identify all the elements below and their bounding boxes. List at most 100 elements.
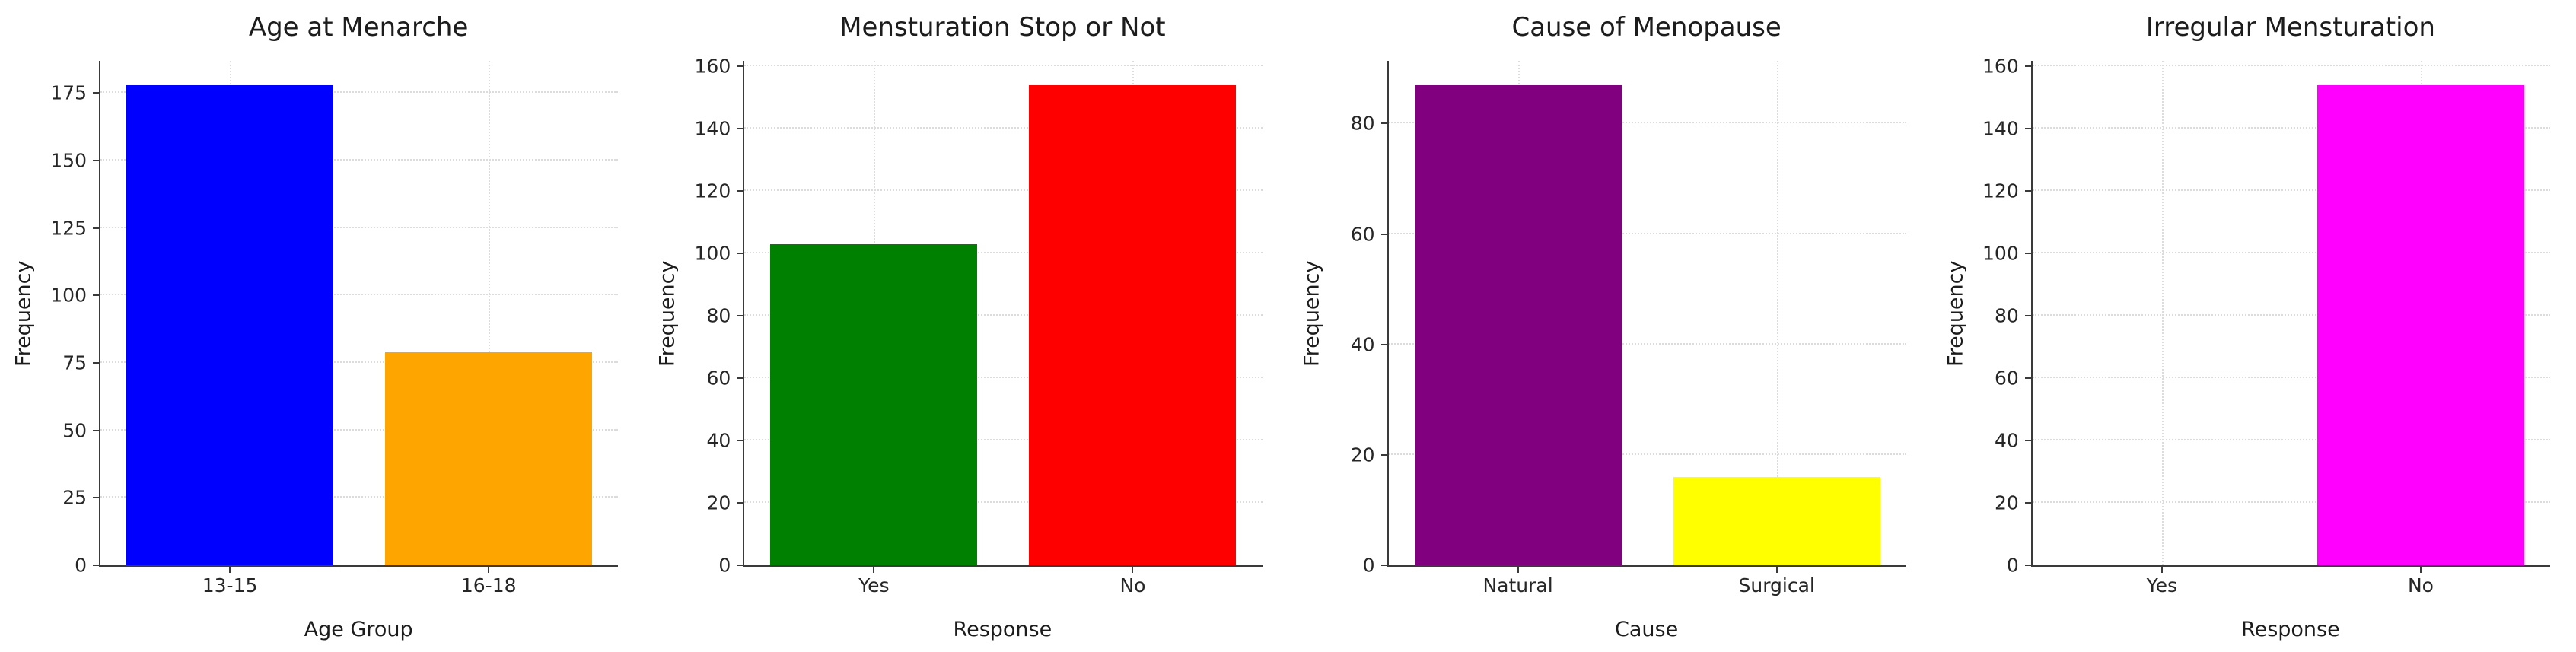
x-tick-mark (2160, 565, 2163, 573)
y-tick-mark (1380, 122, 1389, 125)
y-tick-label: 80 (1994, 304, 2019, 327)
y-tick-mark (93, 227, 100, 229)
bar-no (1029, 84, 1237, 565)
y-tick-label: 80 (1350, 112, 1375, 135)
y-tick-label: 175 (50, 81, 87, 104)
x-tick-label: 16-18 (460, 574, 517, 596)
plot-area: 0 25 50 75 100 125 150 175 13-15 16-18 (50, 61, 619, 595)
horizontal-gridline (744, 377, 1263, 378)
y-tick-mark (93, 294, 100, 297)
x-axis-label: Cause (1615, 618, 1679, 641)
y-tick-label: 60 (706, 367, 731, 390)
x-tick-label: Yes (2146, 574, 2177, 596)
horizontal-gridline (1388, 342, 1906, 345)
horizontal-gridline (744, 501, 1263, 503)
y-tick-mark (737, 502, 745, 504)
horizontal-gridline (744, 64, 1263, 66)
x-axis-label: Response (2241, 618, 2340, 641)
y-tick-mark (737, 65, 745, 67)
y-tick-mark (2024, 189, 2033, 192)
vertical-gridline (1776, 61, 1778, 565)
horizontal-gridline (2032, 377, 2550, 378)
y-tick-label: 0 (718, 554, 731, 577)
horizontal-gridline (744, 189, 1263, 191)
y-tick-mark (1380, 343, 1389, 345)
x-tick-mark (1132, 565, 1134, 573)
y-tick-mark (1380, 565, 1389, 566)
plot-area: 0 20 40 60 80 Natural Surgical (1351, 61, 1906, 595)
horizontal-gridline (2032, 189, 2550, 191)
y-tick-label: 160 (1982, 55, 2019, 78)
y-tick-mark (737, 440, 745, 441)
horizontal-gridline (1388, 122, 1906, 124)
x-tick-mark (2419, 565, 2422, 573)
y-tick-mark (737, 377, 745, 379)
horizontal-gridline (2032, 501, 2550, 503)
horizontal-gridline (1388, 232, 1906, 234)
y-tick-label: 100 (1982, 242, 2019, 265)
bar-yes (770, 243, 978, 565)
y-tick-label: 20 (1994, 491, 2019, 514)
chart-title: Age at Menarche (248, 12, 469, 43)
y-tick-label: 40 (1994, 429, 2019, 452)
bar-no (2316, 84, 2524, 565)
y-axis-label: Frequency (655, 260, 680, 367)
x-tick-label: Surgical (1738, 574, 1815, 596)
horizontal-gridline (100, 91, 619, 94)
y-tick-label: 25 (62, 486, 87, 509)
x-tick-mark (1517, 565, 1519, 573)
y-axis-label: Frequency (1944, 260, 1968, 367)
y-axis-label: Frequency (11, 260, 36, 367)
y-tick-label: 40 (1350, 333, 1375, 356)
y-tick-mark (2024, 252, 2033, 254)
y-tick-label: 20 (1350, 444, 1375, 466)
horizontal-gridline (100, 361, 619, 363)
chart-title: Irregular Mensturation (2145, 12, 2435, 43)
y-tick-label: 125 (50, 217, 87, 240)
x-tick-label: Yes (858, 574, 890, 596)
y-tick-mark (737, 189, 745, 192)
chart-title: Mensturation Stop or Not (839, 12, 1166, 43)
y-tick-label: 120 (1982, 180, 2019, 202)
vertical-gridline (489, 61, 491, 565)
x-tick-mark (873, 565, 875, 573)
x-tick-label: No (1119, 574, 1146, 596)
y-tick-label: 75 (62, 351, 87, 374)
bar-16-18 (385, 351, 593, 565)
horizontal-gridline (100, 428, 619, 431)
horizontal-gridline (744, 314, 1263, 316)
y-tick-label: 60 (1350, 223, 1375, 246)
horizontal-gridline (100, 294, 619, 296)
y-axis-label: Frequency (1300, 260, 1323, 367)
y-tick-mark (2024, 315, 2033, 316)
horizontal-gridline (2032, 251, 2550, 253)
x-tick-mark (1775, 565, 1778, 573)
y-tick-label: 40 (706, 429, 731, 452)
y-tick-label: 80 (706, 304, 731, 327)
y-tick-mark (93, 565, 100, 566)
chart-panel-age-at-menarche: Age at Menarche Frequency 0 25 50 75 100 125 1… (0, 0, 644, 652)
x-axis-label: Response (953, 618, 1052, 641)
y-tick-label: 100 (694, 242, 731, 265)
chart-panel-cause-of-menopause: Cause of Menopause Frequency 0 20 40 60 80 Na… (1288, 0, 1932, 652)
x-tick-mark (229, 565, 231, 573)
y-tick-label: 0 (2006, 554, 2019, 577)
horizontal-gridline (744, 439, 1263, 440)
y-tick-mark (1380, 453, 1389, 456)
horizontal-gridline (1388, 453, 1906, 455)
bar-surgical (1673, 476, 1880, 565)
y-tick-mark (2024, 440, 2033, 441)
x-tick-mark (488, 565, 490, 573)
vertical-gridline (2161, 61, 2164, 565)
y-tick-label: 150 (50, 149, 87, 172)
y-tick-mark (1380, 233, 1389, 235)
y-tick-label: 60 (1994, 367, 2019, 390)
x-tick-label: Natural (1482, 574, 1553, 596)
y-tick-mark (2024, 65, 2033, 67)
y-tick-label: 0 (1362, 554, 1375, 577)
y-tick-mark (2024, 377, 2033, 379)
y-tick-label: 160 (694, 55, 731, 78)
y-tick-mark (737, 252, 745, 254)
y-tick-label: 20 (706, 491, 731, 514)
y-tick-mark (93, 159, 100, 161)
